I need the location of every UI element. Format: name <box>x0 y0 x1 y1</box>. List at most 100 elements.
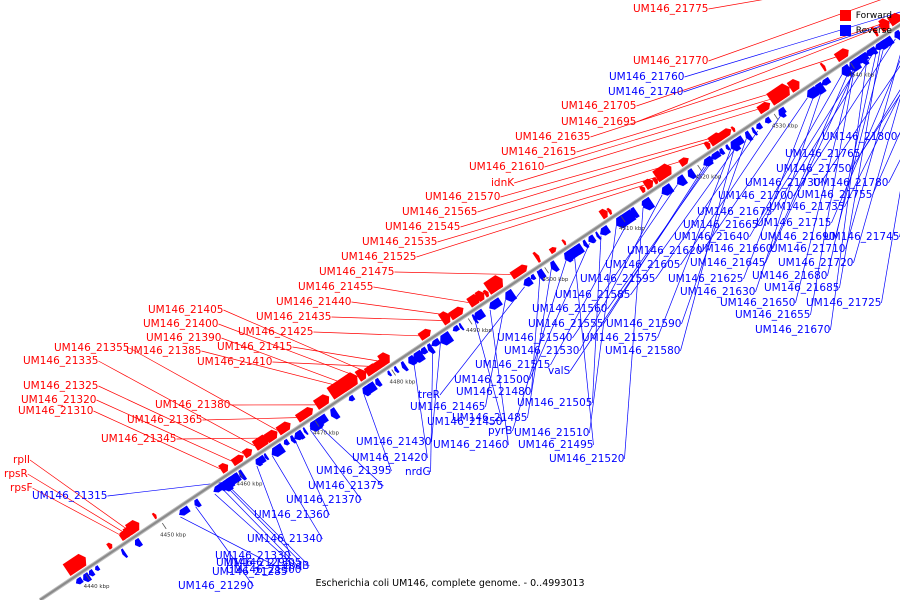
reverse-gene <box>271 443 286 457</box>
tick-label: 4470 kbp <box>313 430 339 436</box>
backbone-line <box>39 23 900 600</box>
reverse-gene <box>302 427 309 436</box>
forward-gene <box>62 553 87 577</box>
forward-gene <box>312 394 330 410</box>
label-connector <box>579 194 663 352</box>
label-connector <box>363 394 392 472</box>
reverse-gene <box>582 239 590 249</box>
reverse-gene-label: UM146_21675 <box>697 206 772 218</box>
reverse-gene-label: cpdB <box>283 560 309 572</box>
label-connector <box>292 346 381 362</box>
forward-gene-label: UM146_21775 <box>633 3 708 15</box>
forward-gene-label: UM146_21415 <box>217 341 292 353</box>
label-connector <box>845 54 900 250</box>
forward-gene-shape <box>639 186 646 194</box>
tick-label: 4520 kbp <box>695 175 721 181</box>
reverse-gene-shape <box>283 438 291 446</box>
reverse-gene-shape <box>710 150 722 160</box>
reverse-gene-label: treR <box>418 389 440 401</box>
reverse-gene-label: UM146_21710 <box>770 243 845 255</box>
forward-gene-shape <box>312 394 330 410</box>
reverse-gene <box>194 498 202 508</box>
reverse-gene-label: UM146_21575 <box>582 332 657 344</box>
label-connector <box>477 141 710 213</box>
reverse-gene <box>875 42 883 50</box>
reverse-gene <box>573 243 585 255</box>
label-connector <box>416 184 645 258</box>
reverse-gene-label: UM146_21465 <box>410 401 485 413</box>
forward-gene <box>819 62 827 72</box>
reverse-gene <box>505 288 518 302</box>
label-connector <box>544 97 775 168</box>
label-connector <box>223 309 366 372</box>
reverse-gene-shape <box>643 196 656 211</box>
forward-gene-label: rpsF <box>10 482 33 494</box>
label-connector <box>765 69 850 264</box>
label-connector <box>373 286 469 303</box>
reverse-gene <box>536 270 545 282</box>
reverse-gene <box>661 183 675 196</box>
forward-gene-label: UM146_21425 <box>238 326 313 338</box>
legend: Forward Reverse <box>839 8 892 38</box>
label-connector <box>860 94 900 155</box>
reverse-gene-label: UM146_21370 <box>286 494 361 506</box>
forward-gene <box>474 290 485 302</box>
reverse-gene <box>523 276 534 287</box>
reverse-gene-label: UM146_21375 <box>308 480 383 492</box>
forward-gene-shape <box>294 406 314 423</box>
reverse-gene-label: UM146_21485 <box>452 412 527 424</box>
label-connector <box>683 19 900 93</box>
label-connectors <box>27 0 900 587</box>
label-connector <box>844 94 900 208</box>
forward-gene-shape <box>730 126 736 133</box>
reverse-gene-label: UM146_21720 <box>778 257 853 269</box>
forward-gene-label: UM146_21365 <box>127 414 202 426</box>
label-connector <box>214 493 292 564</box>
reverse-gene-shape <box>719 147 726 156</box>
forward-gene-shape <box>326 372 358 400</box>
forward-gene <box>703 141 711 150</box>
reverse-gene <box>232 473 240 482</box>
tick-label: 4460 kbp <box>237 482 263 488</box>
forward-gene-label: UM146_21390 <box>146 332 221 344</box>
forward-gene <box>230 454 244 467</box>
label-connector <box>195 506 254 587</box>
forward-gene-shape <box>703 141 711 150</box>
label-connector <box>872 131 900 196</box>
label-connector <box>758 61 862 226</box>
label-connector <box>592 235 602 404</box>
label-connector <box>294 440 330 516</box>
label-connector <box>272 361 374 367</box>
forward-gene <box>766 83 790 106</box>
label-connector <box>485 299 506 408</box>
reverse-gene <box>719 147 726 156</box>
label-connector <box>576 87 790 153</box>
forward-gene-shape <box>438 311 451 326</box>
forward-gene <box>532 251 541 263</box>
reverse-gene-label: UM146_21315 <box>32 490 107 502</box>
reverse-gene-shape <box>433 338 440 347</box>
reverse-gene-shape <box>387 370 393 377</box>
reverse-gene-label: UM146_21430 <box>356 436 431 448</box>
forward-gene-shape <box>766 83 790 106</box>
forward-gene-shape <box>377 352 390 367</box>
reverse-gene-shape <box>426 343 436 355</box>
reverse-gene-label: UM146_21670 <box>755 324 830 336</box>
legend-forward: Forward <box>839 8 892 23</box>
reverse-gene-label: UM146_21585 <box>555 289 630 301</box>
label-connector <box>772 54 873 213</box>
reverse-gene <box>821 76 832 86</box>
reverse-gene <box>855 55 864 63</box>
forward-gene-label: UM146_21695 <box>561 116 636 128</box>
label-connector <box>831 59 900 224</box>
reverse-gene-shape <box>756 122 764 130</box>
label-connector <box>221 337 347 385</box>
reverse-gene-label: UM146_21360 <box>254 509 329 521</box>
reverse-gene-label: pyrB <box>488 425 512 437</box>
forward-gene <box>275 421 291 436</box>
reverse-gene-label: UM146_21480 <box>456 386 531 398</box>
forward-gene-shape <box>456 306 463 315</box>
reverse-gene <box>263 453 270 461</box>
label-connector <box>93 410 221 470</box>
